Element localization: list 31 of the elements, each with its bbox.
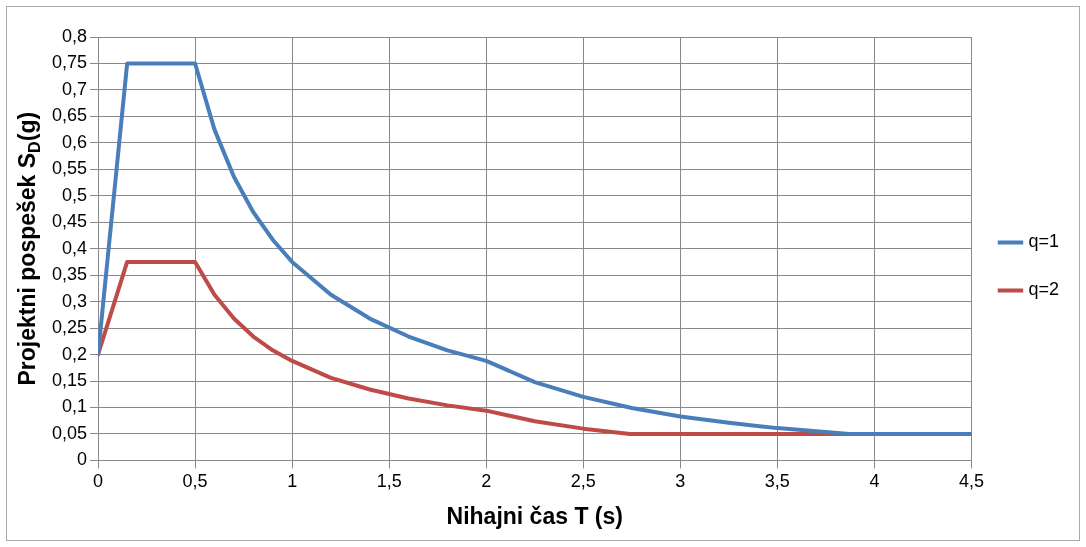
y-tick-label: 0,75 xyxy=(51,52,88,73)
x-tick-label: 3,5 xyxy=(764,471,790,492)
y-tick-label: 0,45 xyxy=(51,211,88,232)
x-tick-label: 4 xyxy=(869,471,880,492)
y-tick-label: 0,8 xyxy=(62,25,88,46)
legend-label: q=2 xyxy=(1028,279,1060,300)
y-tick-label: 0,65 xyxy=(51,105,88,126)
y-tick-label: 0 xyxy=(77,449,88,470)
x-tick-label: 1,5 xyxy=(376,471,402,492)
x-tick-label: 2 xyxy=(481,471,492,492)
x-tick-label: 3 xyxy=(675,471,686,492)
y-tick-label: 0,2 xyxy=(62,343,88,364)
y-tick-label: 0,15 xyxy=(51,369,88,390)
y-tick-label: 0,3 xyxy=(62,290,88,311)
x-axis-title: Nihajni čas T (s) xyxy=(446,503,623,530)
y-tick-label: 0,4 xyxy=(62,237,88,258)
legend-label: q=1 xyxy=(1028,231,1060,252)
x-tick-label: 2,5 xyxy=(570,471,596,492)
y-axis-title: Projektni pospešek SD(g) xyxy=(14,111,44,386)
y-tick-label: 0,7 xyxy=(62,78,88,99)
y-tick-label: 0,35 xyxy=(51,264,88,285)
x-tick-label: 4,5 xyxy=(958,471,984,492)
x-tick-label: 0 xyxy=(93,471,104,492)
y-tick-label: 0,5 xyxy=(62,184,88,205)
x-tick-label: 1 xyxy=(287,471,298,492)
x-tick-label: 0,5 xyxy=(182,471,208,492)
y-tick-label: 0,25 xyxy=(51,317,88,338)
y-tick-label: 0,1 xyxy=(62,396,88,417)
y-tick-label: 0,6 xyxy=(62,131,88,152)
y-tick-label: 0,55 xyxy=(51,158,88,179)
y-tick-label: 0,05 xyxy=(51,422,88,443)
